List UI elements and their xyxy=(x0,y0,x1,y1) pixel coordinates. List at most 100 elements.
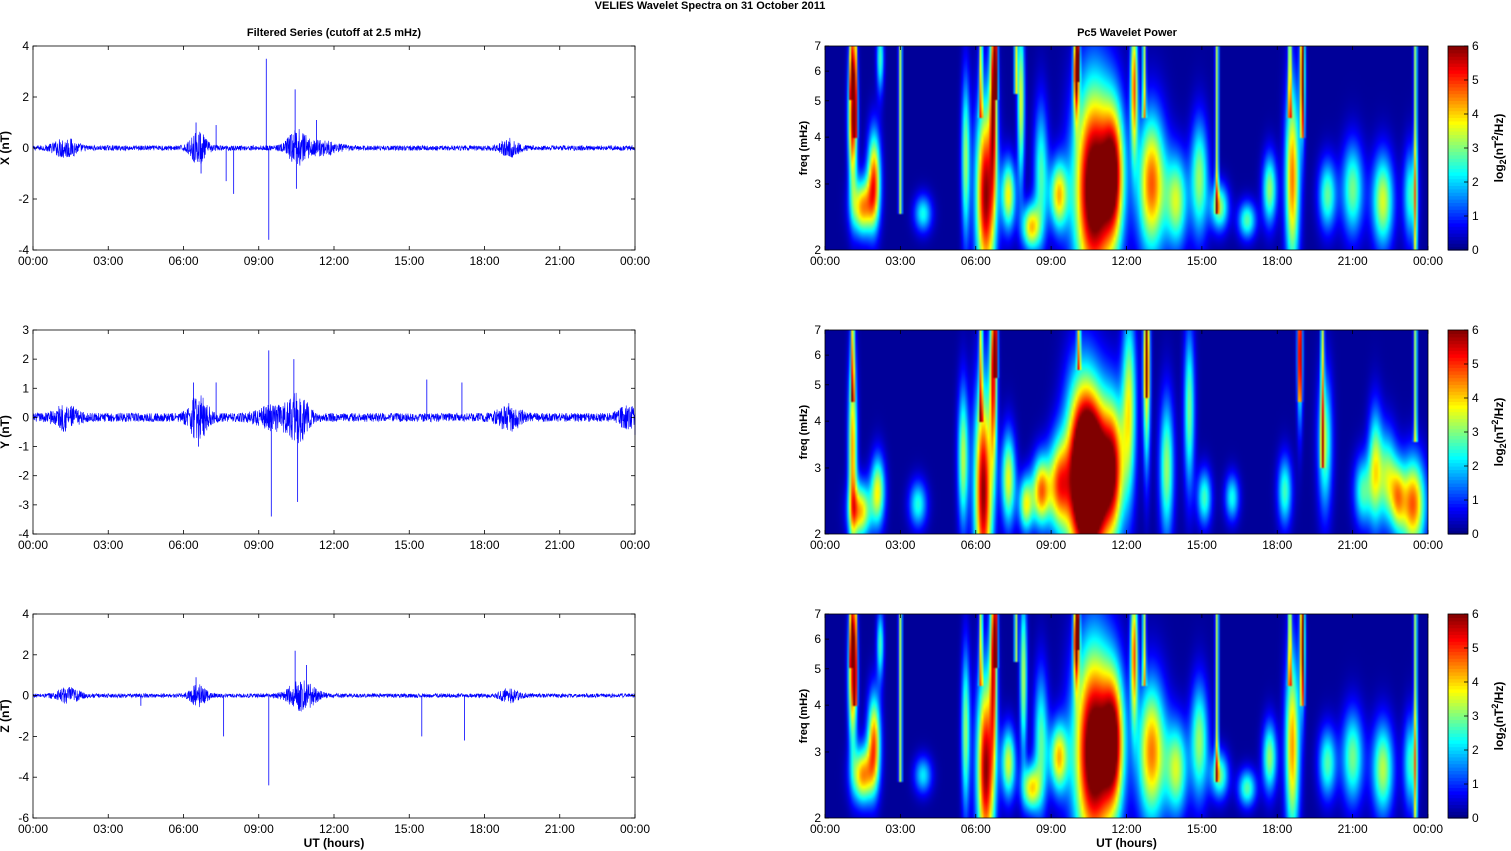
y-tick-label: 7 xyxy=(814,323,821,337)
x-tick-label: 15:00 xyxy=(1187,538,1217,552)
colorbar-swatch xyxy=(1448,83,1468,88)
colorbar-swatch xyxy=(1448,52,1468,57)
y-tick-label: -4 xyxy=(18,770,29,784)
colorbar-swatch xyxy=(1448,76,1468,81)
colorbar-swatch xyxy=(1448,107,1468,112)
colorbar-swatch xyxy=(1448,124,1468,129)
colorbar-swatch xyxy=(1448,493,1468,498)
plot-panels: -4-2024X (nT)00:0003:0006:0009:0012:0015… xyxy=(0,39,1508,850)
colorbar-swatch xyxy=(1448,202,1468,207)
x-tick-label: 12:00 xyxy=(319,254,349,268)
colorbar-swatch xyxy=(1448,716,1468,720)
y-axis-label: freq (mHz) xyxy=(798,688,810,743)
wavelet-power-heatmap xyxy=(825,614,1428,818)
colorbar-swatch xyxy=(1448,408,1468,413)
y-tick-label: 2 xyxy=(814,811,821,825)
colorbar-swatch xyxy=(1448,80,1468,84)
x-tick-label: 06:00 xyxy=(961,822,991,836)
colorbar-swatch xyxy=(1448,205,1468,210)
colorbar-swatch xyxy=(1448,654,1468,659)
x-tick-label: 03:00 xyxy=(93,254,123,268)
y-tick-label: -2 xyxy=(18,192,29,206)
colorbar-swatch xyxy=(1448,367,1468,372)
y-tick-label: -4 xyxy=(18,243,29,257)
colorbar-swatch xyxy=(1448,343,1468,348)
x-tick-label: 12:00 xyxy=(1111,254,1141,268)
colorbar-swatch xyxy=(1448,171,1468,176)
y-tick-label: -2 xyxy=(18,469,29,483)
y-tick-label: 6 xyxy=(814,64,821,78)
y-tick-label: 1 xyxy=(22,381,29,395)
colorbar-swatch xyxy=(1448,658,1468,663)
colorbar-tick-label: 3 xyxy=(1472,141,1479,155)
x-tick-label: 00:00 xyxy=(810,254,840,268)
colorbar-swatch xyxy=(1448,746,1468,751)
x-tick-label: 12:00 xyxy=(1111,538,1141,552)
colorbar-swatch xyxy=(1448,229,1468,234)
colorbar-swatch xyxy=(1448,421,1468,426)
x-tick-label: 00:00 xyxy=(810,822,840,836)
colorbar-label: log2(nT2/Hz) xyxy=(1490,682,1508,751)
colorbar-swatch xyxy=(1448,665,1468,669)
colorbar-swatch xyxy=(1448,175,1468,180)
colorbar-swatch xyxy=(1448,644,1468,649)
colorbar-swatch xyxy=(1448,777,1468,782)
colorbar-swatch xyxy=(1448,506,1468,511)
colorbar-swatch xyxy=(1448,333,1468,338)
colorbar-swatch xyxy=(1448,648,1468,652)
colorbar-swatch xyxy=(1448,743,1468,748)
wavelet-panel-2: 2 3 4 5 6 7 freq (mHz) 00:00 03:00 06:00 09:00 12:0… xyxy=(798,323,1508,552)
y-tick-label: -2 xyxy=(18,729,29,743)
x-tick-label: 06:00 xyxy=(168,254,198,268)
x-axis-label: UT (hours) xyxy=(1096,836,1157,850)
x-tick-label: 18:00 xyxy=(469,254,499,268)
colorbar-swatch xyxy=(1448,695,1468,700)
x-tick-label: 00:00 xyxy=(1413,822,1443,836)
y-tick-label: 0 xyxy=(22,410,29,424)
colorbar-swatch xyxy=(1448,114,1468,118)
colorbar-swatch xyxy=(1448,353,1468,358)
colorbar-swatch xyxy=(1448,483,1468,487)
colorbar-swatch xyxy=(1448,411,1468,416)
colorbar-swatch xyxy=(1448,675,1468,680)
colorbar-tick-label: 6 xyxy=(1472,323,1479,337)
colorbar-swatch xyxy=(1448,678,1468,683)
colorbar-swatch xyxy=(1448,347,1468,351)
y-tick-label: 6 xyxy=(814,632,821,646)
x-tick-label: 03:00 xyxy=(885,822,915,836)
y-tick-label: 0 xyxy=(22,689,29,703)
colorbar-swatch xyxy=(1448,90,1468,95)
y-tick-label: 2 xyxy=(22,648,29,662)
colorbar-swatch xyxy=(1448,236,1468,241)
x-tick-label: 06:00 xyxy=(961,538,991,552)
colorbar-swatch xyxy=(1448,702,1468,707)
x-tick-label: 06:00 xyxy=(168,822,198,836)
colorbar-swatch xyxy=(1448,729,1468,734)
y-tick-label: 4 xyxy=(814,414,821,428)
colorbar-swatch xyxy=(1448,624,1468,629)
colorbar-swatch xyxy=(1448,719,1468,724)
series-panel-3: -6 -4 -2 0 2 4 Z (nT) 00:00 03:00 06:00 09:00 12:00… xyxy=(0,607,650,850)
y-tick-label: 2 xyxy=(814,527,821,541)
colorbar-swatch xyxy=(1448,661,1468,666)
colorbar-swatch xyxy=(1448,709,1468,714)
colorbar-swatch xyxy=(1448,479,1468,484)
colorbar-tick-label: 2 xyxy=(1472,743,1479,757)
x-tick-label: 09:00 xyxy=(1036,538,1066,552)
y-tick-label: 4 xyxy=(22,39,29,53)
colorbar-swatch xyxy=(1448,699,1468,703)
colorbar-swatch xyxy=(1448,377,1468,382)
colorbar-swatch xyxy=(1448,216,1468,220)
colorbar-swatch xyxy=(1448,739,1468,744)
colorbar-swatch xyxy=(1448,472,1468,477)
y-tick-label: 2 xyxy=(814,243,821,257)
y-tick-label: -1 xyxy=(18,440,29,454)
colorbar-swatch xyxy=(1448,620,1468,625)
colorbar-label: log2(nT2/Hz) xyxy=(1490,398,1508,467)
colorbar-swatch xyxy=(1448,246,1468,251)
colorbar-swatch xyxy=(1448,110,1468,115)
y-tick-label: 7 xyxy=(814,607,821,621)
colorbar-swatch xyxy=(1448,435,1468,440)
colorbar-swatch xyxy=(1448,103,1468,108)
colorbar-swatch xyxy=(1448,66,1468,71)
